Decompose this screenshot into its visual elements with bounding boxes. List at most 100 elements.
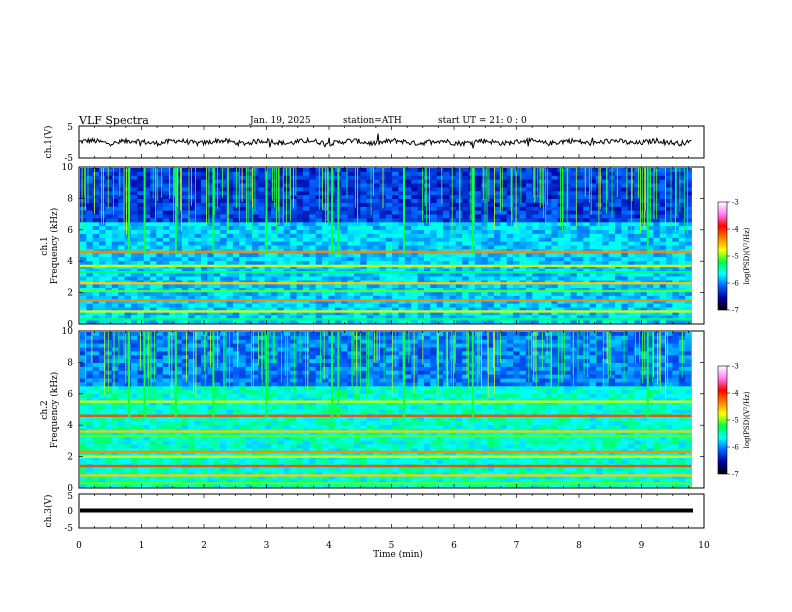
spectrogram-sferic <box>645 168 646 211</box>
spectrogram-cell <box>309 171 317 177</box>
spectrogram-cell <box>430 292 438 297</box>
spectrogram-cell <box>353 268 361 274</box>
spectrogram-cell <box>360 179 368 184</box>
spectrogram-cell <box>634 311 641 316</box>
spectrogram-cell <box>557 245 565 250</box>
spectrogram-sferic <box>327 168 329 224</box>
spectrogram-cell <box>596 233 603 239</box>
spectrogram-cell <box>341 222 348 227</box>
spectrogram-cell <box>500 245 508 250</box>
spectrogram-cell <box>92 351 100 356</box>
spectrogram-cell <box>86 332 94 337</box>
spectrogram-cell <box>506 261 514 266</box>
spectrogram-cell <box>398 222 406 227</box>
spectrogram-cell <box>373 284 380 289</box>
spectrogram-cell <box>302 295 310 301</box>
spectrogram-cell <box>430 311 438 316</box>
spectrogram-cell <box>111 257 119 262</box>
spectrogram-cell <box>557 303 565 308</box>
spectrogram-cell <box>538 218 546 223</box>
spectrogram-cell <box>245 183 253 188</box>
spectrogram-cell <box>118 237 125 243</box>
spectrogram-cell <box>653 355 661 360</box>
spectrogram-cell <box>290 218 297 223</box>
spectrogram-cell <box>162 168 170 173</box>
spectrogram-cell <box>615 222 622 227</box>
spectrogram-cell <box>309 257 317 262</box>
spectrogram-cell <box>283 168 291 173</box>
spectrogram-cell <box>283 299 291 305</box>
spectrogram-cell <box>589 183 597 188</box>
spectrogram-cell <box>80 253 87 258</box>
spectrogram-cell <box>92 272 100 277</box>
spectrogram-cell <box>99 307 106 312</box>
spectrogram-cell <box>277 222 285 227</box>
spectrogram-cell <box>239 319 246 324</box>
spectrogram-cell <box>111 272 119 277</box>
spectrogram-cell <box>621 276 629 281</box>
spectrogram-cell <box>411 307 418 312</box>
spectrogram-cell <box>86 241 94 246</box>
spectrogram-cell <box>474 241 482 246</box>
spectrogram-cell <box>226 303 234 308</box>
spectrogram-cell <box>341 311 348 316</box>
spectrogram-cell <box>570 359 578 364</box>
spectrogram-sferic <box>382 168 384 209</box>
spectrogram-cell <box>411 253 418 258</box>
spectrogram-cell <box>137 206 145 212</box>
spectrogram-cell <box>99 245 106 250</box>
spectrogram-cell <box>602 351 610 356</box>
spectrogram-cell <box>583 168 590 173</box>
spectrogram-cell <box>118 355 125 360</box>
spectrogram-cell <box>99 359 106 364</box>
spectrogram-cell <box>105 206 113 212</box>
spectrogram-cell <box>627 355 635 360</box>
spectrogram-cell <box>494 199 501 204</box>
spectrogram-cell <box>545 206 552 212</box>
spectrogram-cell <box>449 284 457 289</box>
spectrogram-cell <box>494 218 501 223</box>
spectrogram-cell <box>659 276 667 281</box>
spectrogram-cell <box>328 276 336 281</box>
spectrogram-cell <box>506 359 514 364</box>
spectrogram-cell <box>366 319 374 324</box>
spectrogram-cell <box>92 284 100 289</box>
spectrogram-cell <box>474 175 482 181</box>
spectrogram-cell <box>271 226 278 231</box>
colorbar-tick-label: -7 <box>732 307 739 315</box>
spectrogram-cell <box>239 335 246 341</box>
spectrogram-cell <box>487 343 495 348</box>
spectrogram-cell <box>487 175 495 181</box>
spectrogram-cell <box>245 292 253 297</box>
spectrogram-cell <box>80 210 87 215</box>
spectrogram-cell <box>156 351 164 356</box>
spectrogram-cell <box>653 351 661 356</box>
spectrogram-cell <box>86 276 94 281</box>
spectrogram-cell <box>666 303 673 308</box>
spectrogram-cell <box>162 195 170 200</box>
spectrogram-cell <box>404 292 412 297</box>
spectrogram-cell <box>271 241 278 246</box>
spectrogram-cell <box>404 175 412 181</box>
spectrogram-cell <box>455 175 463 181</box>
spectrogram-cell <box>685 195 692 200</box>
spectrogram-cell <box>373 241 380 246</box>
spectrogram-cell <box>500 307 508 312</box>
spectrogram-cell <box>621 230 629 235</box>
spectrogram-cell <box>685 222 692 227</box>
spectrogram-sferic <box>354 168 356 208</box>
spectrogram-cell <box>207 206 215 212</box>
spectrogram-cell <box>392 299 399 305</box>
spectrogram-cell <box>379 332 387 337</box>
spectrogram-cell <box>373 276 380 281</box>
spectrogram-cell <box>277 183 285 188</box>
spectrogram-cell <box>417 311 425 316</box>
spectrogram-cell <box>570 187 578 192</box>
spectrogram-cell <box>640 175 648 181</box>
spectrogram-cell <box>80 245 87 250</box>
spectrogram-cell <box>245 319 253 324</box>
spectrogram-cell <box>162 347 170 352</box>
spectrogram-cell <box>366 257 374 262</box>
spectrogram-cell <box>646 295 654 301</box>
spectrogram-cell <box>596 284 603 289</box>
